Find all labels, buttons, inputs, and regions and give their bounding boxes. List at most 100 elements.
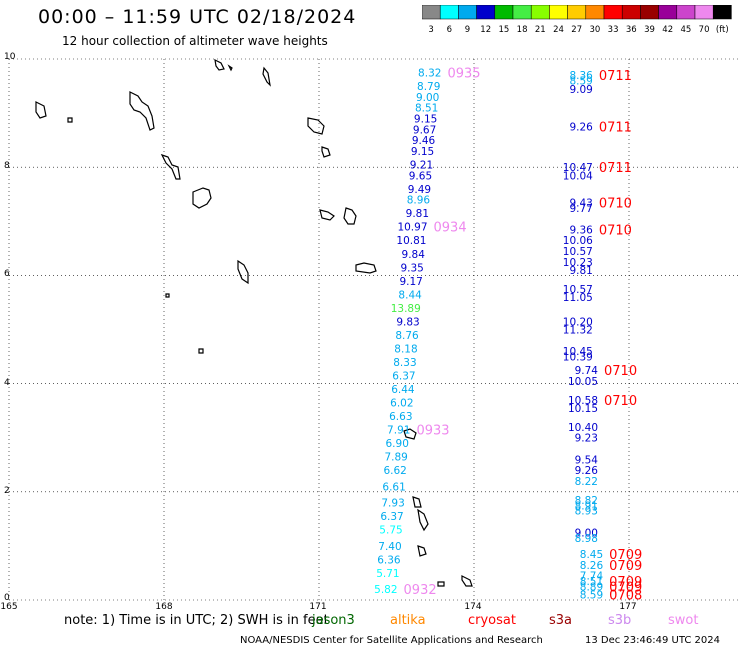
pass-time-label: 0709 [609, 580, 642, 595]
pass-time-label: 0934 [434, 221, 467, 236]
pass-time-label: 0932 [404, 583, 437, 598]
wave-height-marks: 8.328.799.008.519.159.679.469.159.219.65… [374, 67, 642, 604]
wave-height-value: 6.62 [383, 465, 406, 477]
scale-label: 18 [517, 25, 528, 35]
pass-time-label: 0710 [599, 196, 632, 211]
wave-height-value: 10.06 [563, 235, 593, 247]
scale-label: 27 [571, 25, 582, 35]
wave-height-value: 8.44 [398, 289, 422, 301]
scale-label: 6 [447, 25, 452, 35]
mission-label-swot: swot [668, 613, 699, 628]
mission-label-cryosat: cryosat [468, 613, 516, 628]
wave-height-value: 8.79 [417, 81, 440, 93]
pass-time-label: 0710 [604, 364, 637, 379]
island [437, 575, 473, 587]
wave-height-value: 9.00 [575, 527, 598, 539]
wave-height-value: 10.45 [563, 346, 593, 358]
pass-time-label: 0710 [599, 223, 632, 238]
wave-height-value: 10.39 [563, 352, 593, 364]
island [417, 545, 427, 557]
wave-height-value: 9.26 [569, 122, 593, 134]
scale-label: 30 [589, 25, 600, 35]
wave-height-value: 9.65 [409, 170, 432, 182]
scale-label: 33 [608, 25, 619, 35]
wave-height-value: 10.81 [396, 235, 426, 247]
wave-height-value: 9.00 [416, 92, 439, 104]
wave-height-value: 7.91 [387, 425, 410, 437]
wave-height-value: 8.82 [575, 495, 598, 507]
wave-height-value: 11.05 [563, 292, 593, 304]
y-tick-label: 6 [4, 269, 10, 279]
wave-height-value: 8.32 [418, 68, 441, 80]
wave-height-value: 9.84 [402, 249, 426, 261]
wave-height-value: 9.15 [414, 114, 437, 126]
wave-height-value: 9.23 [575, 433, 598, 445]
wave-height-value: 6.44 [391, 384, 415, 396]
wave-height-value: 8.59 [580, 590, 603, 602]
wave-height-value: 9.35 [400, 262, 423, 274]
wave-height-value: 8.36 [569, 70, 593, 82]
wave-height-value: 9.09 [569, 84, 592, 96]
y-tick-label: 0 [4, 593, 10, 603]
pass-time-label: 0709 [609, 559, 642, 574]
scale-label: (ft) [716, 25, 729, 35]
wave-height-value: 8.18 [394, 343, 417, 355]
mission-label-altika: altika [390, 613, 426, 628]
island [160, 153, 181, 180]
x-tick-label: 177 [619, 602, 637, 612]
wave-height-value: 9.49 [408, 184, 431, 196]
island [165, 293, 204, 354]
wave-height-value: 9.17 [399, 276, 422, 288]
wave-height-value: 9.46 [412, 135, 436, 147]
map-grid [8, 58, 740, 601]
pass-time-label: 0711 [599, 69, 632, 84]
pass-time-label: 0933 [416, 424, 449, 439]
mission-label-jason3: jason3 [312, 613, 355, 628]
x-tick-label: 168 [155, 602, 173, 612]
coastline [35, 58, 473, 587]
mission-label-s3a: s3a [549, 613, 573, 628]
color-scale-legend: 3 6 9 12 15 18 21 24 27 30 33 36 39 42 45 70 (ft) [422, 5, 732, 35]
wave-height-value: 9.77 [569, 203, 592, 215]
wave-height-value: 8.22 [575, 476, 598, 488]
wave-height-value: 8.93 [575, 506, 598, 518]
wave-height-value: 8.98 [575, 533, 598, 545]
wave-height-value: 10.47 [563, 162, 593, 174]
scale-label: 3 [428, 25, 433, 35]
island [412, 496, 429, 532]
wave-height-value: 11.32 [563, 325, 593, 337]
wave-height-value: 6.37 [380, 511, 403, 523]
wave-height-value: 8.26 [580, 560, 604, 572]
wave-height-value: 9.54 [575, 454, 599, 466]
wave-height-value: 7.93 [381, 498, 404, 510]
wave-height-value: 9.43 [569, 197, 592, 209]
wave-height-value: 7.89 [384, 452, 407, 464]
scale-label: 21 [535, 25, 546, 35]
pass-time-label: 0711 [599, 161, 632, 176]
wave-height-value: 9.21 [410, 159, 433, 171]
scale-label: 15 [498, 25, 509, 35]
wave-height-value: 6.36 [377, 554, 401, 566]
wave-height-value: 8.76 [395, 330, 419, 342]
credit-text: NOAA/NESDIS Center for Satellite Applica… [240, 635, 543, 646]
wave-height-value: 10.40 [568, 422, 598, 434]
wave-height-value: 8.96 [407, 195, 431, 207]
wave-height-value: 8.33 [393, 357, 416, 369]
scale-label: 42 [662, 25, 673, 35]
wave-height-value: 9.36 [569, 224, 593, 236]
y-tick-label: 4 [4, 378, 10, 388]
wave-height-value: 10.15 [568, 403, 598, 415]
island [403, 428, 417, 440]
island [355, 262, 377, 274]
wave-height-value: 6.61 [382, 481, 405, 493]
scale-label: 12 [480, 25, 491, 35]
wave-height-value: 10.97 [397, 222, 427, 234]
wave-height-value: 9.26 [575, 465, 599, 477]
island [319, 207, 357, 225]
y-tick-label: 8 [4, 161, 10, 171]
x-tick-label: 165 [0, 602, 18, 612]
wave-height-value: 8.59 [569, 76, 592, 88]
scale-label: 9 [465, 25, 470, 35]
wave-height-value: 6.37 [392, 370, 415, 382]
